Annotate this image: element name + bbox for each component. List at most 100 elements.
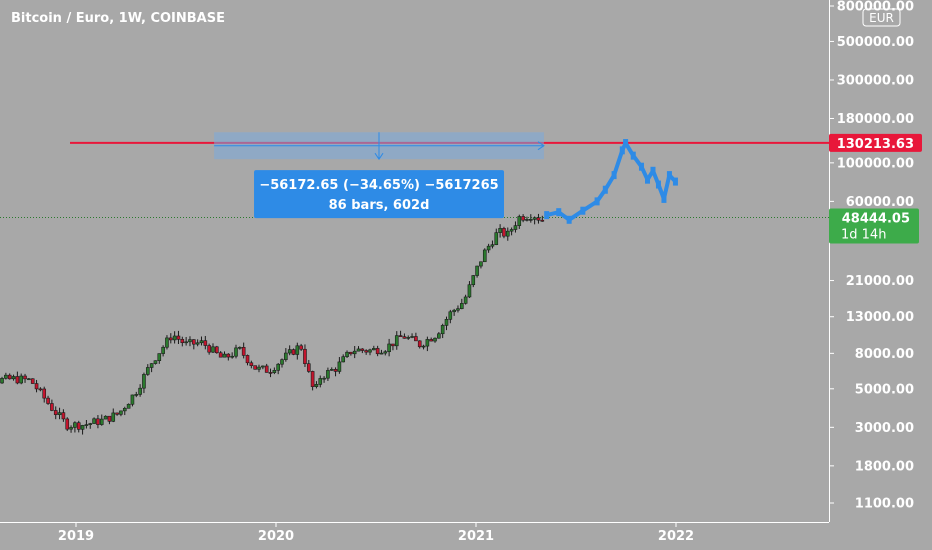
candle <box>360 348 365 354</box>
candle-body <box>168 337 173 341</box>
projection-bar <box>672 177 678 186</box>
projection-bar <box>645 175 651 184</box>
candle <box>287 345 292 356</box>
candle <box>50 399 54 412</box>
candle-body <box>425 339 430 347</box>
candle <box>356 346 361 352</box>
candle <box>398 330 403 337</box>
candle <box>459 298 464 310</box>
candle <box>521 214 525 223</box>
candle-body <box>398 335 403 337</box>
candle-body <box>34 383 39 390</box>
candle <box>253 365 257 370</box>
candle-body <box>394 335 399 347</box>
candle <box>27 378 31 381</box>
candle <box>134 391 139 398</box>
candle-body <box>84 424 89 426</box>
candle <box>272 367 277 375</box>
candle-body <box>53 410 58 415</box>
candle <box>19 373 24 385</box>
candle <box>268 368 273 378</box>
candle <box>264 363 269 373</box>
projection-bar <box>556 208 562 217</box>
candle <box>65 417 70 432</box>
candle <box>4 372 8 380</box>
candle <box>402 333 407 339</box>
candle <box>107 415 112 425</box>
projection-bar <box>638 162 644 171</box>
candle-body <box>153 360 158 364</box>
candle <box>23 373 27 383</box>
candle <box>394 331 399 350</box>
candle <box>157 353 162 364</box>
candle-body <box>482 249 487 263</box>
candle-body <box>192 339 196 345</box>
candle <box>80 424 85 435</box>
price-axis[interactable]: 800000.00 500000.00 300000.00 180000.00 1000… <box>829 0 914 512</box>
candle <box>238 346 242 350</box>
candle-body <box>203 340 208 346</box>
candle-body <box>329 369 334 371</box>
y-tick-label: 8000.00 <box>855 347 914 362</box>
candle-body <box>107 415 112 422</box>
candle <box>414 332 418 342</box>
candle-body <box>172 335 177 341</box>
candle <box>314 381 319 389</box>
measure-label-box <box>254 170 505 219</box>
candle <box>310 370 315 391</box>
candle-body <box>387 343 391 353</box>
candle-body <box>195 342 200 345</box>
candle-body <box>417 340 422 348</box>
candle-body <box>486 245 491 251</box>
candle-body <box>517 216 522 226</box>
candle-body <box>0 378 4 384</box>
candle <box>440 323 445 339</box>
candle-body <box>356 348 361 352</box>
candle-body <box>23 375 27 380</box>
candle <box>145 364 150 376</box>
candle <box>295 342 300 360</box>
candle-body <box>99 418 104 425</box>
candle-body <box>73 422 77 428</box>
candle <box>172 331 177 344</box>
y-tick-label: 5000.00 <box>855 382 914 397</box>
candle <box>211 343 215 354</box>
candle-body <box>122 408 127 412</box>
y-tick-label: 13000.00 <box>846 310 914 325</box>
candle-body <box>157 353 162 361</box>
x-tick-label: 2022 <box>658 529 694 544</box>
candle <box>261 365 265 370</box>
candle <box>291 348 296 356</box>
candle <box>88 422 93 429</box>
candle <box>176 330 181 345</box>
candle-body <box>96 418 100 425</box>
chart-title: Bitcoin / Euro, 1W, COINBASE <box>11 11 225 26</box>
horizontal-line-value: 130213.63 <box>837 137 914 152</box>
time-axis[interactable]: 2019 2020 2021 2022 <box>58 522 694 544</box>
candle <box>42 386 47 403</box>
candle-body <box>115 412 119 415</box>
projection-bar <box>661 194 667 203</box>
candle <box>61 409 66 422</box>
measure-tool[interactable]: −56172.65 (−34.65%) −5617265 86 bars, 602… <box>214 132 545 219</box>
candle <box>502 226 506 239</box>
candle <box>379 349 384 355</box>
candle-body <box>440 325 445 335</box>
candle-body <box>230 355 234 358</box>
candle-body <box>7 374 12 380</box>
candle <box>452 308 456 316</box>
candle-body <box>149 363 154 368</box>
candle-body <box>402 336 407 339</box>
candle <box>226 353 231 361</box>
candle-body <box>161 346 165 354</box>
currency-badge[interactable]: EUR <box>862 8 901 27</box>
projection-bar <box>619 146 625 155</box>
candle <box>57 407 62 420</box>
candle-body <box>513 225 518 230</box>
candle <box>421 344 426 350</box>
projection-bar <box>611 171 617 180</box>
candle <box>425 336 430 352</box>
candle-body <box>261 365 265 368</box>
